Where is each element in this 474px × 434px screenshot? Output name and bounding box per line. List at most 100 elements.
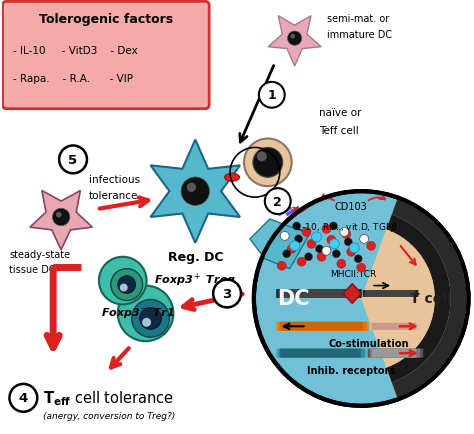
Circle shape <box>244 139 292 187</box>
Circle shape <box>187 183 196 193</box>
Circle shape <box>342 230 351 239</box>
Circle shape <box>322 225 331 234</box>
Text: immature DC: immature DC <box>328 30 392 40</box>
Text: Foxp3$^+$ Treg: Foxp3$^+$ Treg <box>154 271 236 289</box>
Text: infectious: infectious <box>89 175 140 185</box>
Circle shape <box>53 209 70 226</box>
Polygon shape <box>250 220 310 269</box>
Text: Reg. DC: Reg. DC <box>168 251 224 263</box>
Circle shape <box>257 152 267 162</box>
Circle shape <box>295 235 302 243</box>
FancyBboxPatch shape <box>372 323 416 330</box>
Circle shape <box>329 239 339 249</box>
Text: $\mathbf{T_{eff}}$ cell tolerance: $\mathbf{T_{eff}}$ cell tolerance <box>43 388 174 407</box>
Circle shape <box>311 232 321 242</box>
Circle shape <box>265 189 291 214</box>
FancyBboxPatch shape <box>365 290 415 297</box>
Circle shape <box>181 178 210 206</box>
Text: Tolerogenic factors: Tolerogenic factors <box>39 13 173 26</box>
FancyBboxPatch shape <box>370 323 420 330</box>
Text: 2: 2 <box>273 195 282 208</box>
Circle shape <box>259 82 285 108</box>
FancyBboxPatch shape <box>372 349 416 358</box>
Circle shape <box>56 212 62 218</box>
Circle shape <box>317 253 326 262</box>
Wedge shape <box>386 215 451 383</box>
Text: Inhib. receptors: Inhib. receptors <box>307 365 395 375</box>
Circle shape <box>213 280 241 308</box>
Text: - Rapa.    - R.A.      - VIP: - Rapa. - R.A. - VIP <box>13 74 134 84</box>
Text: 4: 4 <box>19 391 28 404</box>
Ellipse shape <box>225 174 239 182</box>
Circle shape <box>327 236 336 245</box>
FancyBboxPatch shape <box>368 349 423 358</box>
Text: steady-state: steady-state <box>9 249 71 259</box>
Text: Co-stimulation: Co-stimulation <box>329 339 410 349</box>
Circle shape <box>99 257 146 305</box>
Text: IL-10, R.A., vit.D, TGF$\beta$: IL-10, R.A., vit.D, TGF$\beta$ <box>294 221 398 234</box>
FancyBboxPatch shape <box>278 349 365 358</box>
Circle shape <box>118 286 173 342</box>
FancyBboxPatch shape <box>276 349 367 358</box>
Text: DC: DC <box>277 289 310 309</box>
Circle shape <box>344 238 352 246</box>
Circle shape <box>360 235 369 244</box>
Circle shape <box>367 242 375 251</box>
Circle shape <box>329 223 337 230</box>
Circle shape <box>120 284 128 292</box>
Circle shape <box>280 232 289 241</box>
Circle shape <box>291 35 295 39</box>
Circle shape <box>118 276 136 294</box>
Circle shape <box>277 262 286 270</box>
FancyBboxPatch shape <box>280 322 363 331</box>
Circle shape <box>111 269 143 301</box>
Circle shape <box>307 240 316 249</box>
FancyBboxPatch shape <box>276 322 369 331</box>
Text: MHCII:TCR: MHCII:TCR <box>330 269 376 278</box>
Circle shape <box>288 32 302 46</box>
Circle shape <box>302 228 311 237</box>
Text: Foxp3$^-$ Tr1: Foxp3$^-$ Tr1 <box>101 306 174 320</box>
Circle shape <box>347 248 356 256</box>
Polygon shape <box>30 191 92 250</box>
Circle shape <box>292 223 301 230</box>
Circle shape <box>316 245 323 253</box>
Circle shape <box>253 148 283 178</box>
Text: Teff cell: Teff cell <box>319 125 359 135</box>
FancyBboxPatch shape <box>2 2 209 109</box>
Circle shape <box>337 260 346 269</box>
Wedge shape <box>392 200 466 398</box>
Circle shape <box>305 253 312 261</box>
FancyBboxPatch shape <box>278 322 367 331</box>
Circle shape <box>322 247 331 256</box>
Text: (anergy, conversion to Treg?): (anergy, conversion to Treg?) <box>43 411 175 420</box>
Wedge shape <box>361 230 435 368</box>
Text: - IL-10     - VitD3    - Dex: - IL-10 - VitD3 - Dex <box>13 46 138 56</box>
Polygon shape <box>151 140 240 243</box>
Text: T cell: T cell <box>410 292 452 306</box>
Circle shape <box>9 384 37 412</box>
Polygon shape <box>343 284 361 304</box>
Text: 5: 5 <box>68 154 78 167</box>
Circle shape <box>340 228 349 237</box>
Text: 3: 3 <box>222 287 232 300</box>
Text: tissue DC: tissue DC <box>9 264 56 274</box>
Circle shape <box>283 250 291 258</box>
Circle shape <box>290 241 300 251</box>
Circle shape <box>332 250 340 258</box>
FancyBboxPatch shape <box>370 349 420 358</box>
Circle shape <box>132 300 169 338</box>
FancyBboxPatch shape <box>276 289 362 298</box>
Circle shape <box>254 192 468 406</box>
Circle shape <box>354 255 362 263</box>
Text: 1: 1 <box>267 89 276 102</box>
Circle shape <box>287 245 296 254</box>
Polygon shape <box>268 16 321 67</box>
Circle shape <box>59 146 87 174</box>
Circle shape <box>142 318 151 327</box>
Circle shape <box>349 243 359 253</box>
Text: naïve or: naïve or <box>319 108 362 118</box>
Text: CD103: CD103 <box>335 202 368 212</box>
FancyBboxPatch shape <box>278 289 359 298</box>
Circle shape <box>357 263 365 273</box>
